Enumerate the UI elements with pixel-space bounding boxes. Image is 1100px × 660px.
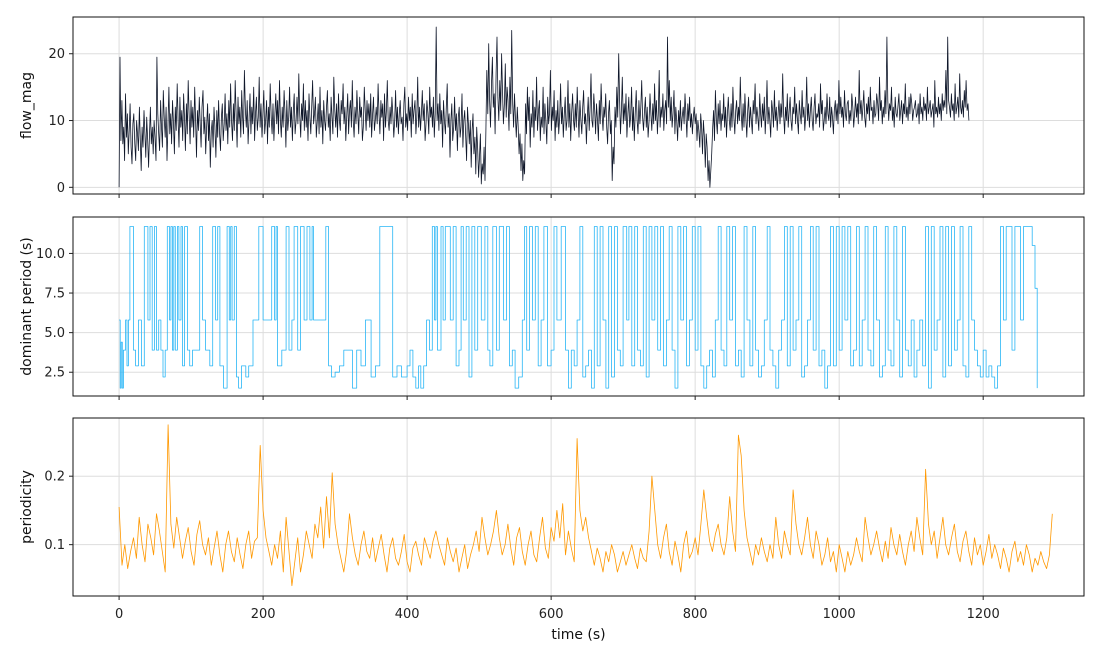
y-tick-label: 10: [48, 114, 65, 129]
panel-1: 0 10 20 flow_mag: [19, 16, 1085, 198]
series-line: [118, 26, 970, 188]
x-tick-label: 1200: [967, 607, 1000, 622]
y-tick-label: 0.2: [44, 470, 65, 485]
y-tick-label: 0: [57, 181, 65, 196]
y-axis-title: periodicity: [19, 470, 35, 544]
x-tick-label: 0: [115, 607, 123, 622]
y-tick-label: 7.5: [44, 287, 65, 302]
y-axis-title: dominant period (s): [19, 237, 35, 376]
x-tick-label: 200: [251, 607, 276, 622]
y-tick-label: 5.0: [44, 326, 65, 341]
y-tick-label: 0.1: [44, 538, 65, 553]
panel-3: 0.1 0.2 0 200 400 600 800 1000 1200 periodicity ti…: [19, 417, 1085, 643]
x-axis-title: time (s): [551, 627, 605, 643]
series-line: [119, 226, 1038, 389]
x-tick-label: 600: [539, 607, 564, 622]
y-tick-label: 2.5: [44, 366, 65, 381]
y-tick-label: 20: [48, 47, 65, 62]
x-tick-label: 800: [683, 607, 708, 622]
series-line: [118, 424, 1053, 587]
y-tick-label: 10.0: [36, 247, 65, 262]
y-axis-title: flow_mag: [19, 72, 35, 139]
plot-frame: [72, 216, 1085, 397]
x-tick-label: 400: [395, 607, 420, 622]
plot-frame: [72, 16, 1085, 195]
plot-frame: [72, 417, 1085, 597]
x-tick-label: 1000: [823, 607, 856, 622]
